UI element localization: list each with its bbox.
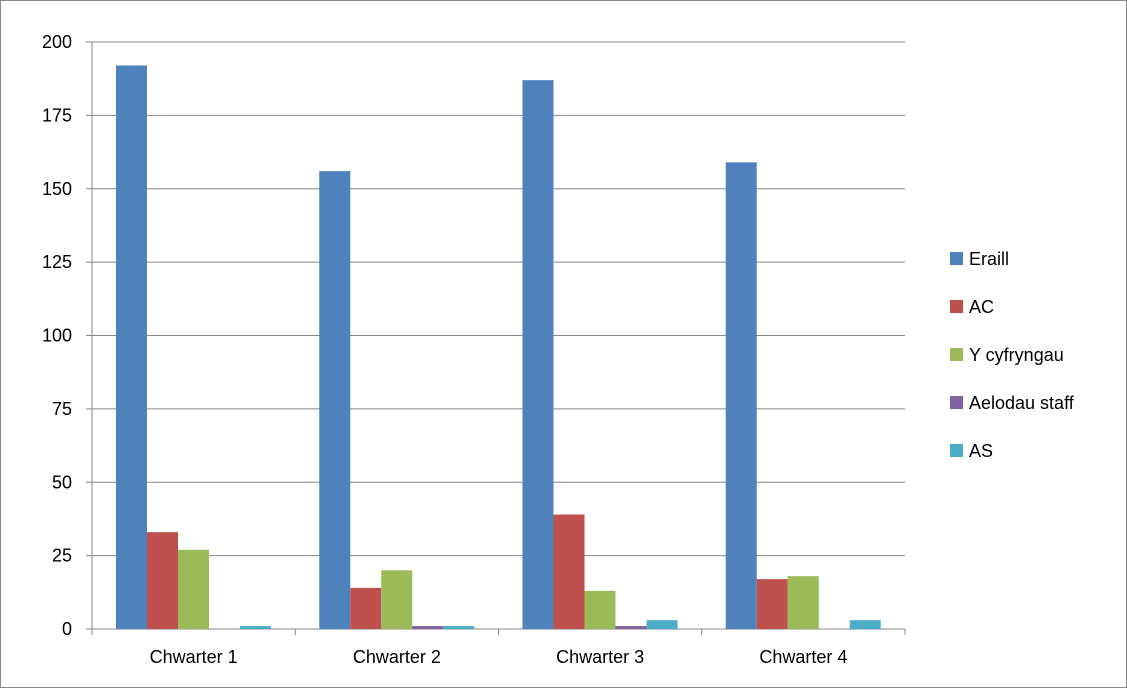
bar-ac-1 (147, 532, 178, 629)
bar-as-2 (443, 626, 475, 629)
bar-eraill-2 (319, 171, 351, 629)
y-tick-label: 0 (62, 619, 72, 639)
bar-y-cyfryngau-4 (787, 576, 819, 629)
y-tick-label: 150 (42, 179, 72, 199)
bar-ac-2 (350, 587, 382, 629)
bar-ac-3 (553, 514, 585, 629)
bar-as-3 (646, 620, 678, 629)
legend-swatch (950, 444, 963, 457)
y-tick-label: 50 (52, 472, 72, 492)
bar-eraill-1 (116, 65, 147, 630)
bar-y-cyfryngau-2 (381, 570, 413, 629)
x-tick-label: Chwarter 3 (556, 647, 644, 667)
y-tick-label: 25 (52, 546, 72, 566)
y-tick-label: 100 (42, 326, 72, 346)
x-tick-label: Chwarter 1 (150, 647, 238, 667)
bar-as-4 (849, 620, 881, 629)
bar-eraill-3 (522, 80, 554, 629)
bar-aelodau-staff-2 (412, 626, 444, 629)
y-tick-label: 75 (52, 399, 72, 419)
legend-label: Aelodau staff (969, 393, 1075, 413)
legend-label: Y cyfryngau (969, 345, 1064, 365)
bar-as-1 (240, 626, 271, 629)
y-tick-label: 125 (42, 252, 72, 272)
bar-y-cyfryngau-1 (178, 549, 209, 629)
legend-label: Eraill (969, 249, 1009, 269)
legend-swatch (950, 300, 963, 313)
y-tick-label: 200 (42, 32, 72, 52)
bar-ac-4 (756, 579, 788, 629)
legend-label: AS (969, 441, 993, 461)
legend-swatch (950, 396, 963, 409)
bar-aelodau-staff-3 (615, 626, 647, 629)
x-tick-label: Chwarter 2 (353, 647, 441, 667)
bar-eraill-4 (725, 162, 757, 629)
bar-y-cyfryngau-3 (584, 590, 616, 629)
legend-swatch (950, 252, 963, 265)
y-tick-label: 175 (42, 105, 72, 125)
legend-label: AC (969, 297, 994, 317)
legend-swatch (950, 348, 963, 361)
x-tick-label: Chwarter 4 (759, 647, 847, 667)
